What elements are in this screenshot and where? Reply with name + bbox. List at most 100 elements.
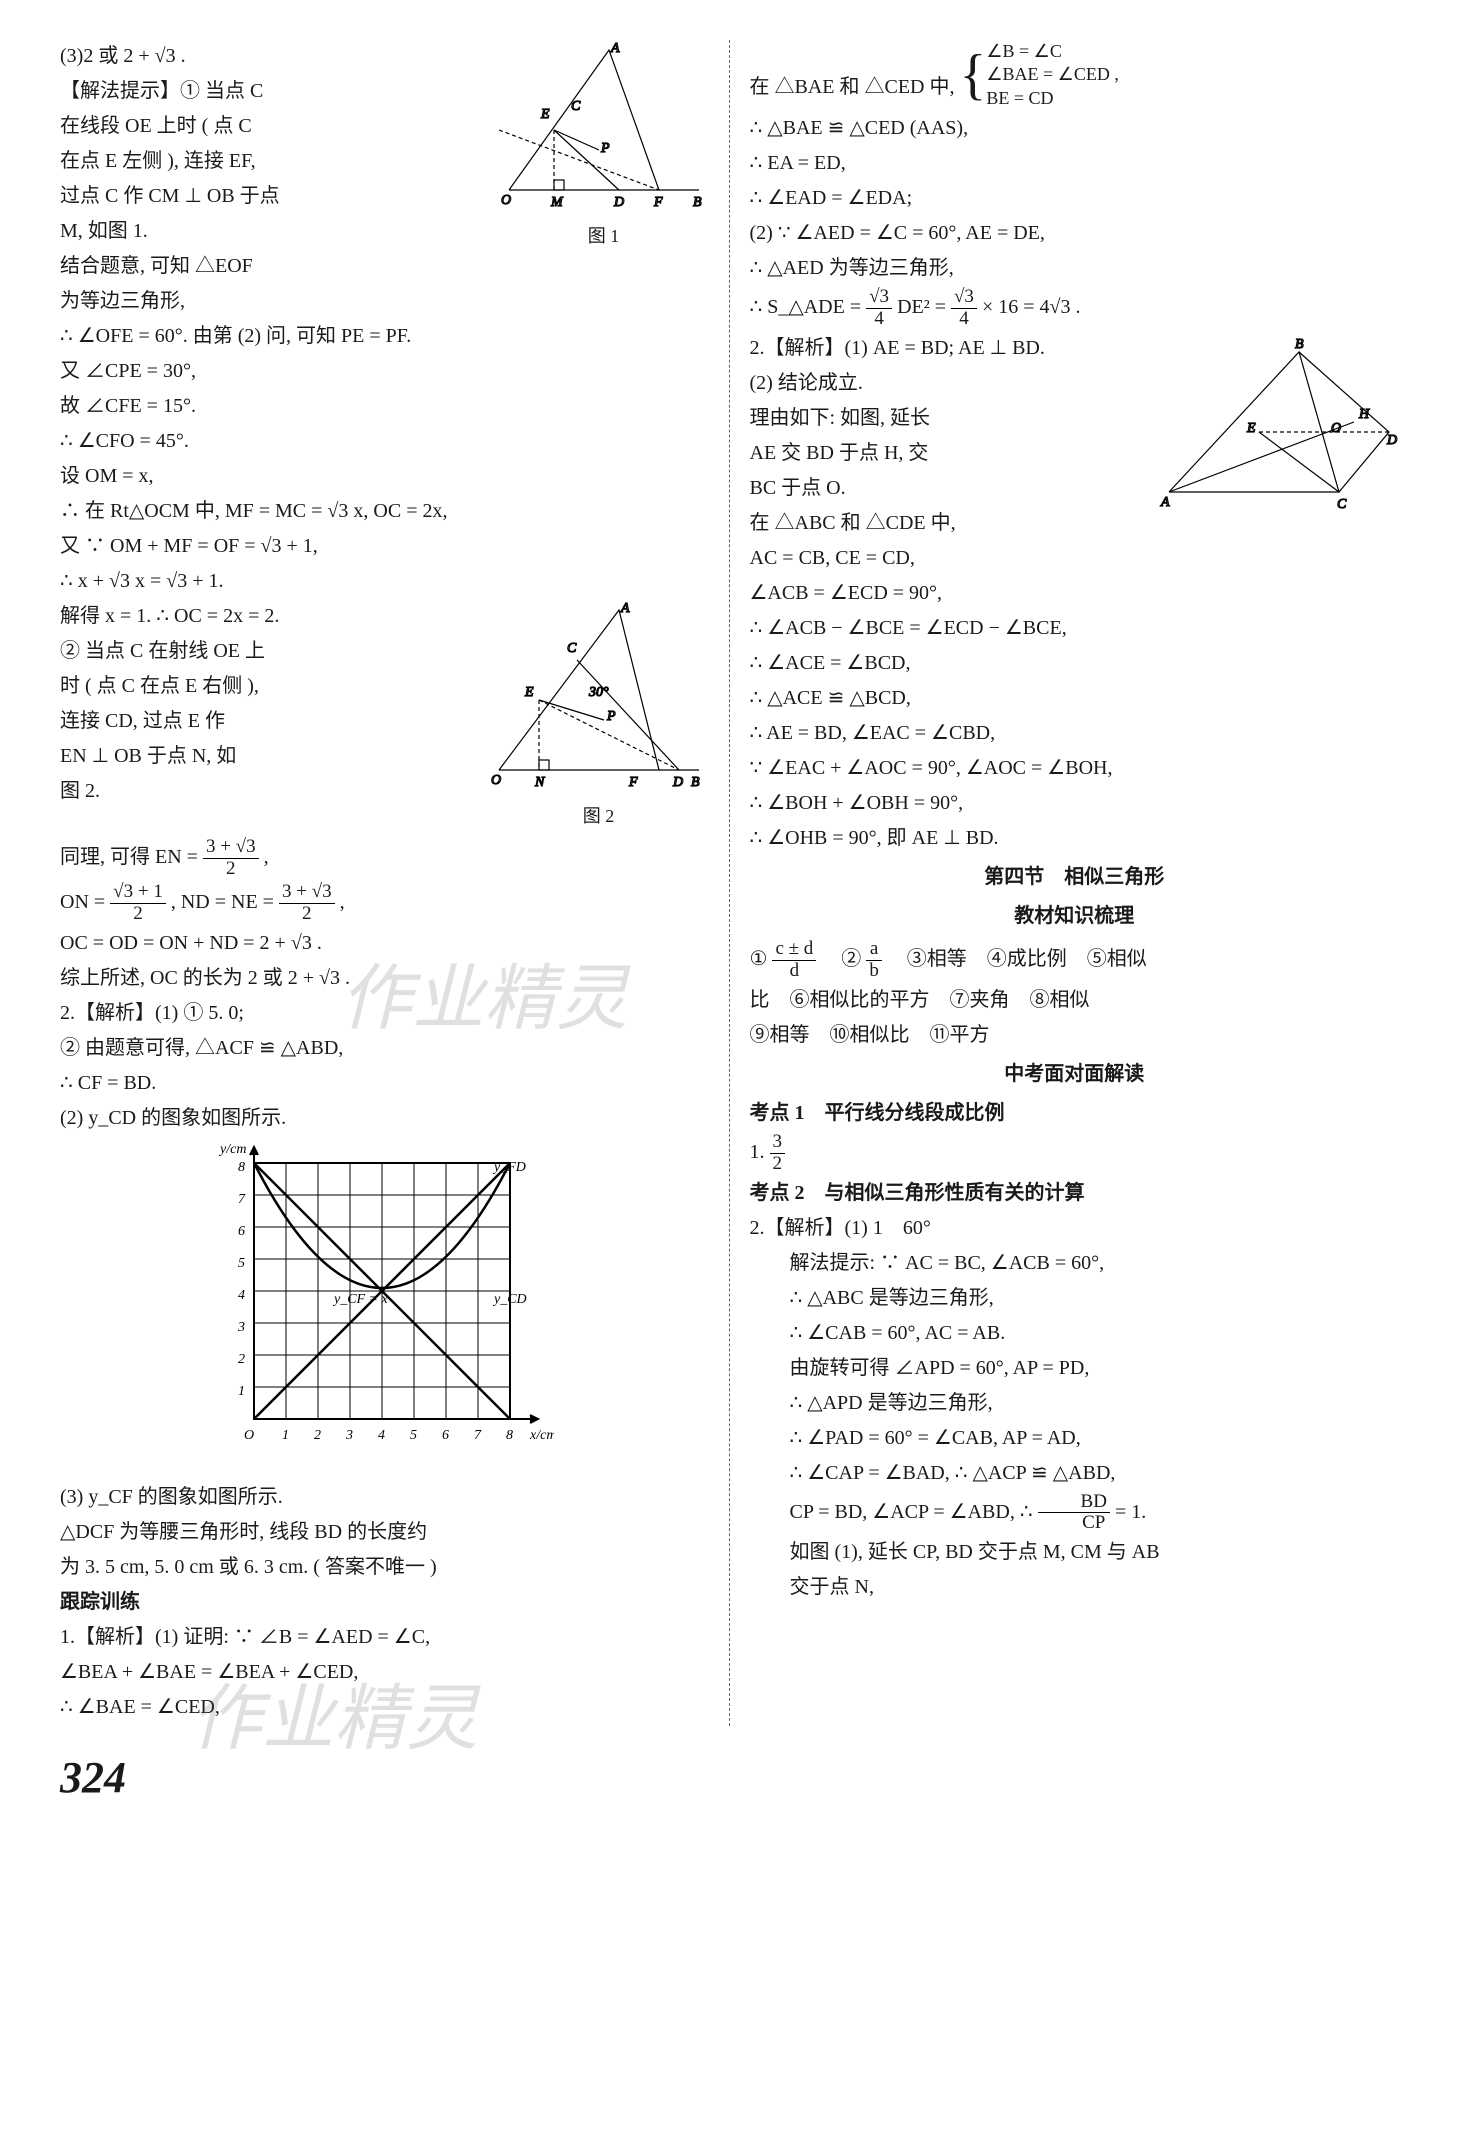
text-line: 在 △BAE 和 △CED 中, { ∠B = ∠C ∠BAE = ∠CED ,… (750, 40, 1400, 110)
text: = 1. (1115, 1501, 1146, 1523)
svg-text:5: 5 (410, 1428, 417, 1443)
figure-1: A E C P O M D F B 图 1 (499, 40, 709, 251)
text-line: ∵ ∠EAC + ∠AOC = 90°, ∠AOC = ∠BOH, (750, 752, 1400, 785)
text-line: 故 ∠CFE = 15°. (60, 390, 709, 423)
f1-label: 1.【解析】 (60, 1626, 155, 1648)
text-line: 同理, 可得 EN = 3 + √32 , (60, 837, 709, 880)
figure-2: A C E P 30° O N F D B 图 2 (489, 600, 709, 831)
svg-text:O: O (501, 193, 511, 208)
svg-text:7: 7 (474, 1428, 482, 1443)
svg-text:4: 4 (378, 1428, 385, 1443)
svg-text:y_CD: y_CD (492, 1292, 527, 1307)
text-line: ② 由题意可得, △ACF ≌ △ABD, (60, 1032, 709, 1065)
fraction: √34 (951, 287, 977, 330)
svg-text:5: 5 (238, 1256, 245, 1271)
text: CP = BD, ∠ACP = ∠ABD, ∴ (790, 1501, 1038, 1523)
svg-text:O: O (244, 1428, 254, 1443)
svg-text:C: C (1337, 497, 1347, 512)
fraction: 3 + √32 (203, 837, 259, 880)
svg-text:3: 3 (345, 1428, 353, 1443)
text-line: ∴ △BAE ≌ △CED (AAS), (750, 112, 1400, 145)
text-line: 如图 (1), 延长 CP, BD 交于点 M, CM 与 AB (750, 1536, 1400, 1569)
text: ON = (60, 891, 110, 913)
text: 在 △BAE 和 △CED 中, (750, 76, 960, 98)
text: ② (821, 948, 866, 970)
svg-text:B: B (693, 195, 702, 210)
svg-text:C: C (571, 99, 581, 114)
svg-text:A: A (620, 601, 630, 616)
text-line: ∴ ∠CFO = 45°. (60, 425, 709, 458)
svg-text:6: 6 (442, 1428, 449, 1443)
text-line: ∴ ∠OHB = 90°, 即 AE ⊥ BD. (750, 822, 1400, 855)
text: ① 当点 C (180, 80, 263, 102)
section-4-sub1: 教材知识梳理 (750, 900, 1400, 933)
text: DE² = (897, 296, 951, 318)
text-line: ∴ △AED 为等边三角形, (750, 252, 1400, 285)
svg-text:A: A (1160, 495, 1170, 510)
text-line: ∠ACB = ∠ECD = 90°, (750, 577, 1400, 610)
text-line: ∴ EA = ED, (750, 147, 1400, 180)
svg-text:A: A (610, 41, 620, 56)
svg-text:E: E (1246, 421, 1256, 436)
svg-text:y/cm: y/cm (218, 1143, 246, 1157)
svg-text:M: M (550, 195, 564, 210)
text-line: ∴ ∠ACB − ∠BCE = ∠ECD − ∠BCE, (750, 612, 1400, 645)
fraction: 32 (770, 1132, 786, 1175)
text: (1) ① 5. 0; (155, 1002, 244, 1024)
fill-blank-line: 比 ⑥相似比的平方 ⑦夹角 ⑧相似 (750, 984, 1400, 1017)
svg-text:P: P (600, 141, 610, 156)
svg-text:8: 8 (238, 1160, 245, 1175)
text-line: (2) y_CD 的图象如图所示. (60, 1102, 709, 1135)
svg-text:7: 7 (238, 1192, 246, 1207)
solution-label: 1.【解析】(1) 证明: ∵ ∠B = ∠AED = ∠C, (60, 1621, 709, 1654)
left-column: A E C P O M D F B 图 1 (3)2 或 2 + √3 . 【解… (60, 40, 730, 1726)
text-line: ∴ △ABC 是等边三角形, (750, 1282, 1400, 1315)
svg-text:F: F (628, 775, 638, 790)
topic-2-label: 考点 2 与相似三角形性质有关的计算 (750, 1177, 1400, 1210)
fraction: c ± dd (772, 939, 816, 982)
text-line: 又 ∠CPE = 30°, (60, 355, 709, 388)
text-line: △DCF 为等腰三角形时, 线段 BD 的长度约 (60, 1516, 709, 1549)
text-line: ∴ ∠OFE = 60°. 由第 (2) 问, 可知 PE = PF. (60, 320, 709, 353)
rq2-label: 2.【解析】 (750, 337, 845, 359)
fill-blank-line: ⑨相等 ⑩相似比 ⑪平方 (750, 1019, 1400, 1052)
text: ∴ S_△ADE = (750, 296, 867, 318)
fill-blank-line: ① c ± dd ② ab ③相等 ④成比例 ⑤相似 (750, 939, 1400, 982)
equation-system: { ∠B = ∠C ∠BAE = ∠CED , BE = CD (960, 40, 1119, 110)
chart-ycd: O 123 456 78 x/cm 123 456 78 y/cm y_FD y… (214, 1143, 554, 1473)
sys-line: ∠BAE = ∠CED , (986, 64, 1118, 84)
text-line: ∴ 在 Rt△OCM 中, MF = MC = √3 x, OC = 2x, (60, 495, 709, 528)
text-line: 综上所述, OC 的长为 2 或 2 + √3 . (60, 962, 709, 995)
text-line: ∴ ∠BOH + ∠OBH = 90°, (750, 787, 1400, 820)
section-4-sub2: 中考面对面解读 (750, 1058, 1400, 1091)
svg-text:x/cm: x/cm (529, 1428, 554, 1443)
text-line: ∴ x + √3 x = √3 + 1. (60, 565, 709, 598)
svg-text:3: 3 (237, 1320, 245, 1335)
text-line: ∴ ∠ACE = ∠BCD, (750, 647, 1400, 680)
svg-text:F: F (653, 195, 663, 210)
text: (1) 证明: ∵ ∠B = ∠AED = ∠C, (155, 1626, 430, 1648)
text-line: 设 OM = x, (60, 460, 709, 493)
text-line: ∴ ∠PAD = 60° = ∠CAB, AP = AD, (750, 1422, 1400, 1455)
sys-line: BE = CD (986, 88, 1053, 108)
svg-text:E: E (540, 107, 550, 122)
text-line: ∴ ∠CAB = 60°, AC = AB. (750, 1317, 1400, 1350)
text-line: 结合题意, 可知 △EOF (60, 250, 709, 283)
text: , (340, 891, 345, 913)
text: ① (750, 948, 773, 970)
svg-text:H: H (1358, 407, 1370, 422)
text-line: ∴ ∠EAD = ∠EDA; (750, 182, 1400, 215)
svg-text:y_FD: y_FD (492, 1160, 526, 1175)
q2-label: 2.【解析】 (60, 1002, 155, 1024)
page: 作业精灵 作业精灵 A E C P O M D F B 图 (60, 40, 1399, 1726)
fraction: BDCP (1038, 1492, 1110, 1535)
figure-3: A B C D E H O (1159, 332, 1399, 522)
svg-text:8: 8 (506, 1428, 513, 1443)
text-line: 又 ∵ OM + MF = OF = √3 + 1, (60, 530, 709, 563)
svg-text:D: D (1386, 433, 1397, 448)
text: 1. (750, 1141, 770, 1163)
svg-text:y_CF = x: y_CF = x (332, 1292, 389, 1307)
sys-line: ∠B = ∠C (986, 41, 1061, 61)
text-line: ∠BEA + ∠BAE = ∠BEA + ∠CED, (60, 1656, 709, 1689)
section-4-title: 第四节 相似三角形 (750, 861, 1400, 894)
